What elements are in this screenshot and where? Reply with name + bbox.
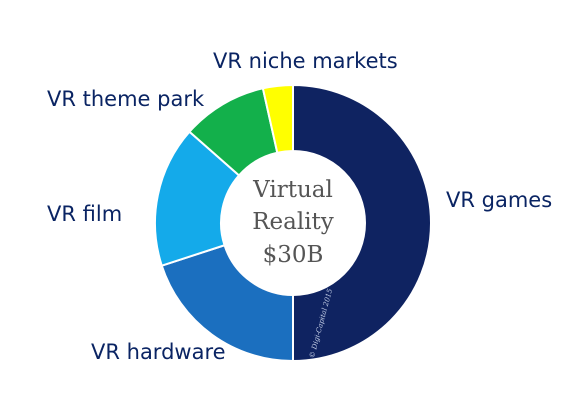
label-vr-film: VR film [47,202,122,226]
label-vr-games: VR games [446,188,552,212]
label-vr-niche-markets: VR niche markets [213,49,398,73]
center-label-line-3: $30B [263,242,324,268]
center-label-line-2: Reality [252,209,334,235]
donut-slices [154,83,432,363]
label-vr-theme-park: VR theme park [47,87,205,111]
label-vr-hardware: VR hardware [91,340,226,364]
donut-center-hole [221,151,365,295]
center-label-line-1: Virtual [252,177,333,203]
